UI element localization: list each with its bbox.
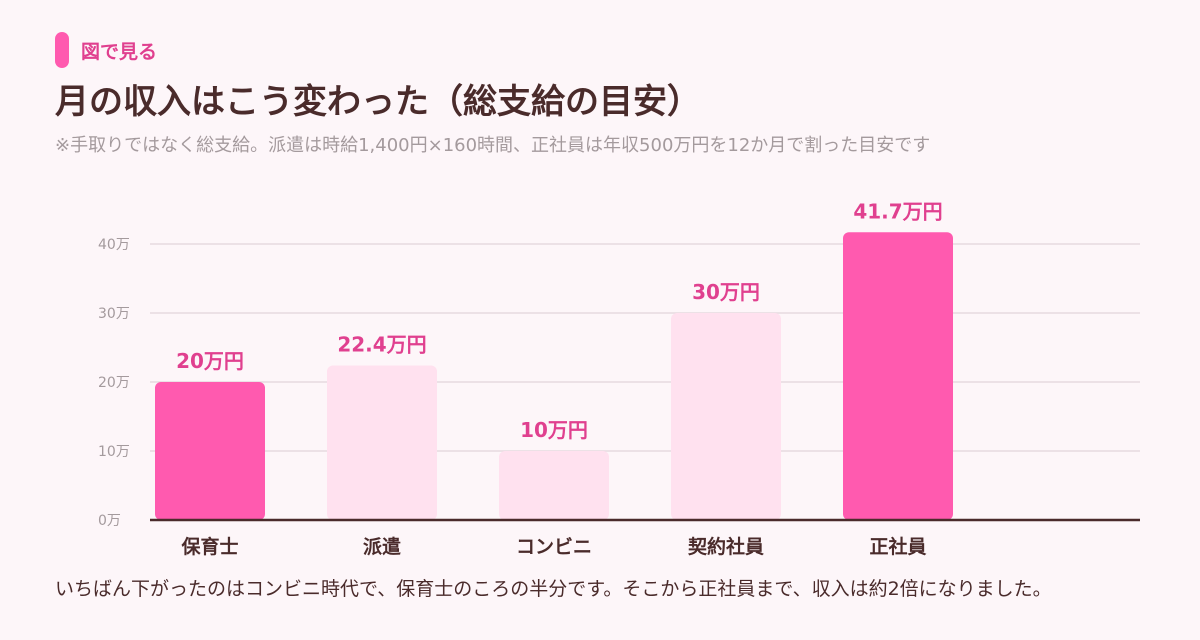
- y-tick-label: 40万: [98, 237, 130, 253]
- x-tick-label: 正社員: [869, 535, 926, 558]
- tag-label: 図で見る: [81, 40, 158, 63]
- chart-subtitle: ※手取りではなく総支給。派遣は時給1,400円×160時間、正社員は年収500万…: [55, 135, 931, 156]
- data-label: 30万円: [692, 280, 760, 304]
- chart-title: 月の収入はこう変わった（総支給の目安）: [55, 82, 701, 122]
- data-label: 41.7万円: [853, 199, 942, 223]
- y-tick-label: 10万: [98, 444, 130, 460]
- y-tick-label: 20万: [98, 375, 130, 391]
- x-tick-label: 派遣: [363, 535, 401, 558]
- data-label: 10万円: [520, 418, 588, 442]
- bar: [155, 382, 265, 520]
- chart-caption: いちばん下がったのはコンビニ時代で、保育士のころの半分です。そこから正社員まで、…: [55, 578, 1052, 600]
- x-tick-label: コンビニ: [516, 536, 592, 558]
- y-tick-label: 0万: [98, 513, 121, 529]
- tag-pill: [55, 32, 69, 68]
- y-tick-label: 30万: [98, 306, 130, 322]
- bar: [327, 365, 437, 520]
- bar: [843, 232, 953, 520]
- bar: [499, 451, 609, 520]
- bar: [671, 313, 781, 520]
- x-tick-label: 保育士: [180, 535, 238, 558]
- x-tick-label: 契約社員: [687, 535, 764, 558]
- data-label: 22.4万円: [337, 332, 426, 356]
- data-label: 20万円: [176, 349, 244, 373]
- section-tag: 図で見る: [55, 32, 157, 68]
